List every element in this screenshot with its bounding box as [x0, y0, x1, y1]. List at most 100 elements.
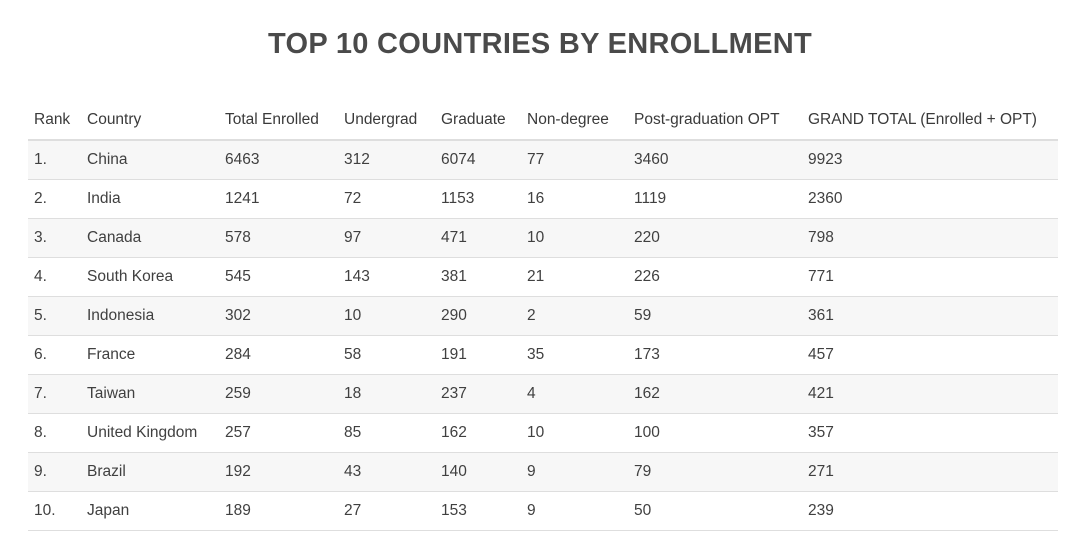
cell-grand-total: 357 [802, 413, 1058, 453]
cell-post-graduation-opt: 59 [628, 296, 802, 336]
cell-country: Canada [81, 218, 219, 258]
column-header-post-graduation-opt: Post-graduation OPT [628, 101, 802, 141]
table-row: 3. Canada 578 97 471 10 220 798 [28, 218, 1058, 258]
cell-country: Taiwan [81, 374, 219, 414]
cell-non-degree: 10 [521, 413, 628, 453]
cell-undergrad: 18 [338, 374, 435, 414]
cell-grand-total: 2360 [802, 179, 1058, 219]
cell-total-enrolled: 259 [219, 374, 338, 414]
cell-grand-total: 798 [802, 218, 1058, 258]
column-header-country: Country [81, 101, 219, 141]
cell-grand-total: 771 [802, 257, 1058, 297]
cell-non-degree: 21 [521, 257, 628, 297]
cell-undergrad: 58 [338, 335, 435, 375]
cell-post-graduation-opt: 100 [628, 413, 802, 453]
table-row: 8. United Kingdom 257 85 162 10 100 357 [28, 413, 1058, 453]
cell-rank: 2. [28, 179, 81, 219]
cell-post-graduation-opt: 1119 [628, 179, 802, 219]
cell-grand-total: 457 [802, 335, 1058, 375]
cell-total-enrolled: 578 [219, 218, 338, 258]
cell-country: South Korea [81, 257, 219, 297]
cell-rank: 7. [28, 374, 81, 414]
cell-country: Japan [81, 491, 219, 531]
cell-rank: 1. [28, 140, 81, 180]
cell-post-graduation-opt: 173 [628, 335, 802, 375]
table-row: 1. China 6463 312 6074 77 3460 9923 [28, 140, 1058, 180]
column-header-graduate: Graduate [435, 101, 521, 141]
table-row: 5. Indonesia 302 10 290 2 59 361 [28, 296, 1058, 336]
cell-graduate: 162 [435, 413, 521, 453]
cell-rank: 4. [28, 257, 81, 297]
cell-graduate: 471 [435, 218, 521, 258]
cell-non-degree: 77 [521, 140, 628, 180]
cell-non-degree: 2 [521, 296, 628, 336]
cell-total-enrolled: 284 [219, 335, 338, 375]
cell-undergrad: 85 [338, 413, 435, 453]
table-row: 2. India 1241 72 1153 16 1119 2360 [28, 179, 1058, 219]
cell-graduate: 6074 [435, 140, 521, 180]
cell-post-graduation-opt: 3460 [628, 140, 802, 180]
cell-country: Brazil [81, 452, 219, 492]
cell-total-enrolled: 545 [219, 257, 338, 297]
cell-total-enrolled: 6463 [219, 140, 338, 180]
cell-post-graduation-opt: 79 [628, 452, 802, 492]
cell-post-graduation-opt: 220 [628, 218, 802, 258]
cell-undergrad: 143 [338, 257, 435, 297]
cell-graduate: 237 [435, 374, 521, 414]
cell-rank: 6. [28, 335, 81, 375]
cell-rank: 5. [28, 296, 81, 336]
cell-post-graduation-opt: 162 [628, 374, 802, 414]
cell-grand-total: 271 [802, 452, 1058, 492]
cell-country: India [81, 179, 219, 219]
enrollment-table-container: Rank Country Total Enrolled Undergrad Gr… [28, 101, 1058, 531]
cell-rank: 8. [28, 413, 81, 453]
cell-post-graduation-opt: 50 [628, 491, 802, 531]
cell-rank: 3. [28, 218, 81, 258]
cell-rank: 10. [28, 491, 81, 531]
column-header-rank: Rank [28, 101, 81, 141]
cell-country: China [81, 140, 219, 180]
cell-graduate: 140 [435, 452, 521, 492]
cell-undergrad: 97 [338, 218, 435, 258]
cell-post-graduation-opt: 226 [628, 257, 802, 297]
cell-country: Indonesia [81, 296, 219, 336]
column-header-total-enrolled: Total Enrolled [219, 101, 338, 141]
enrollment-table: Rank Country Total Enrolled Undergrad Gr… [28, 101, 1058, 531]
column-header-undergrad: Undergrad [338, 101, 435, 141]
table-row: 9. Brazil 192 43 140 9 79 271 [28, 452, 1058, 492]
table-title: TOP 10 COUNTRIES BY ENROLLMENT [268, 28, 812, 60]
table-row: 10. Japan 189 27 153 9 50 239 [28, 491, 1058, 531]
cell-non-degree: 9 [521, 491, 628, 531]
cell-non-degree: 16 [521, 179, 628, 219]
cell-country: United Kingdom [81, 413, 219, 453]
cell-graduate: 153 [435, 491, 521, 531]
cell-non-degree: 10 [521, 218, 628, 258]
cell-graduate: 1153 [435, 179, 521, 219]
table-row: 6. France 284 58 191 35 173 457 [28, 335, 1058, 375]
column-header-grand-total: GRAND TOTAL (Enrolled + OPT) [802, 101, 1058, 141]
table-header-row: Rank Country Total Enrolled Undergrad Gr… [28, 101, 1058, 141]
cell-rank: 9. [28, 452, 81, 492]
cell-grand-total: 361 [802, 296, 1058, 336]
cell-country: France [81, 335, 219, 375]
cell-undergrad: 27 [338, 491, 435, 531]
cell-non-degree: 4 [521, 374, 628, 414]
table-row: 7. Taiwan 259 18 237 4 162 421 [28, 374, 1058, 414]
cell-graduate: 191 [435, 335, 521, 375]
cell-total-enrolled: 257 [219, 413, 338, 453]
cell-non-degree: 35 [521, 335, 628, 375]
cell-total-enrolled: 302 [219, 296, 338, 336]
table-body: 1. China 6463 312 6074 77 3460 9923 2. India 1241 7… [28, 140, 1058, 531]
column-header-non-degree: Non-degree [521, 101, 628, 141]
cell-graduate: 381 [435, 257, 521, 297]
table-row: 4. South Korea 545 143 381 21 226 771 [28, 257, 1058, 297]
cell-grand-total: 239 [802, 491, 1058, 531]
cell-grand-total: 421 [802, 374, 1058, 414]
cell-undergrad: 72 [338, 179, 435, 219]
cell-undergrad: 10 [338, 296, 435, 336]
cell-total-enrolled: 192 [219, 452, 338, 492]
cell-total-enrolled: 189 [219, 491, 338, 531]
cell-total-enrolled: 1241 [219, 179, 338, 219]
cell-non-degree: 9 [521, 452, 628, 492]
cell-grand-total: 9923 [802, 140, 1058, 180]
